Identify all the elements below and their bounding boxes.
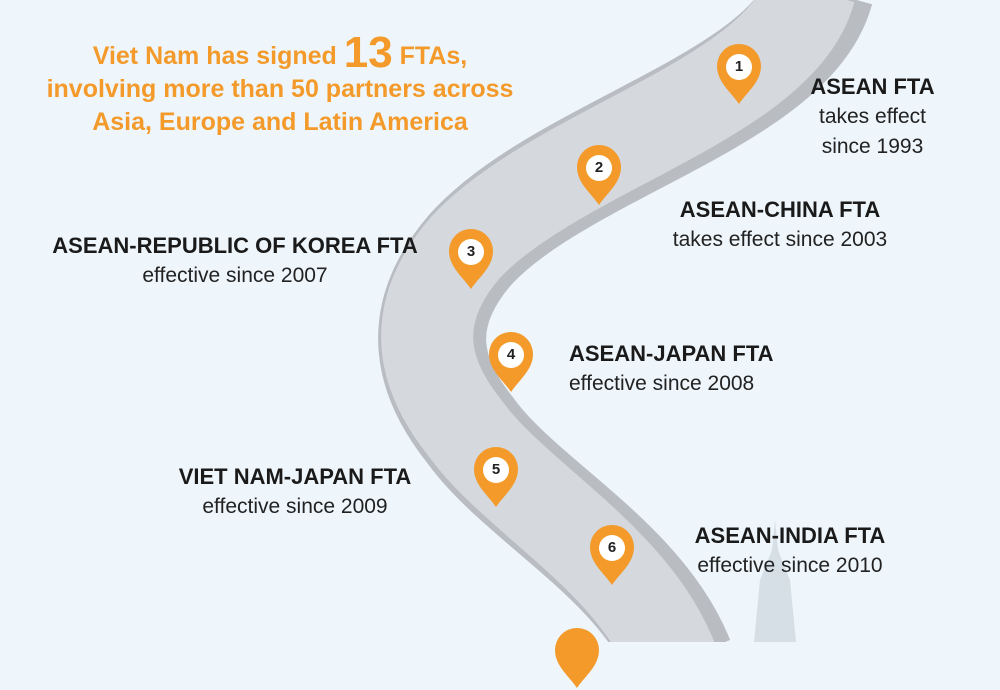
pin-number: 2: [594, 159, 604, 176]
map-pin-icon: [590, 525, 634, 585]
map-pin-icon: [717, 44, 761, 104]
pin-number: 4: [506, 346, 516, 363]
pin-number: 5: [491, 461, 501, 478]
milestone-label-6: ASEAN-INDIA FTA effective since 2010: [680, 521, 900, 581]
milestone-detail: effective since 2009: [202, 495, 388, 518]
map-pin-3: 3: [445, 227, 497, 291]
milestone-detail: effective since 2010: [697, 554, 883, 577]
headline-line3: Asia, Europe and Latin America: [92, 108, 468, 136]
milestone-title: ASEAN-JAPAN FTA: [569, 341, 774, 366]
headline-post: FTAs,: [392, 42, 468, 70]
winding-road: [378, 0, 873, 642]
milestone-detail: since 1993: [821, 135, 924, 158]
map-pin-4: 4: [485, 330, 537, 394]
milestone-label-3: ASEAN-REPUBLIC OF KOREA FTA effective si…: [40, 231, 430, 291]
milestone-detail: effective since 2007: [142, 264, 328, 287]
milestone-title: VIET NAM-JAPAN FTA: [178, 464, 412, 489]
map-pin-icon: [555, 628, 599, 688]
milestone-title: ASEAN FTA: [810, 74, 935, 99]
tower-silhouette: [754, 520, 796, 642]
headline-line2: involving more than 50 partners across: [46, 75, 514, 103]
milestone-label-1: ASEAN FTA takes effect since 1993: [800, 72, 945, 162]
map-pin-partial: [551, 626, 603, 690]
map-pin-icon: [474, 447, 518, 507]
milestone-label-5: VIET NAM-JAPAN FTA effective since 2009: [160, 462, 430, 522]
milestone-title: ASEAN-INDIA FTA: [694, 523, 886, 548]
map-pin-icon: [489, 332, 533, 392]
headline: Viet Nam has signed 13 FTAs, involving m…: [20, 31, 540, 139]
milestone-detail: takes effect since 2003: [672, 228, 888, 251]
milestone-title: ASEAN-CHINA FTA: [679, 197, 881, 222]
milestone-label-4: ASEAN-JAPAN FTA effective since 2008: [569, 339, 829, 399]
map-pin-1: 1: [713, 42, 765, 106]
milestone-title: ASEAN-REPUBLIC OF KOREA FTA: [52, 233, 418, 258]
map-pin-5: 5: [470, 445, 522, 509]
pin-number: 6: [607, 539, 617, 556]
headline-count: 13: [343, 28, 393, 77]
map-pin-icon: [449, 229, 493, 289]
map-pin-6: 6: [586, 523, 638, 587]
milestone-detail: takes effect: [818, 105, 926, 128]
milestone-detail: effective since 2008: [569, 372, 755, 395]
pin-number: 1: [734, 58, 744, 75]
map-pin-icon: [577, 145, 621, 205]
pin-number: 3: [466, 243, 476, 260]
headline-pre: Viet Nam has signed: [92, 42, 344, 70]
milestone-label-2: ASEAN-CHINA FTA takes effect since 2003: [655, 195, 905, 255]
map-pin-2: 2: [573, 143, 625, 207]
